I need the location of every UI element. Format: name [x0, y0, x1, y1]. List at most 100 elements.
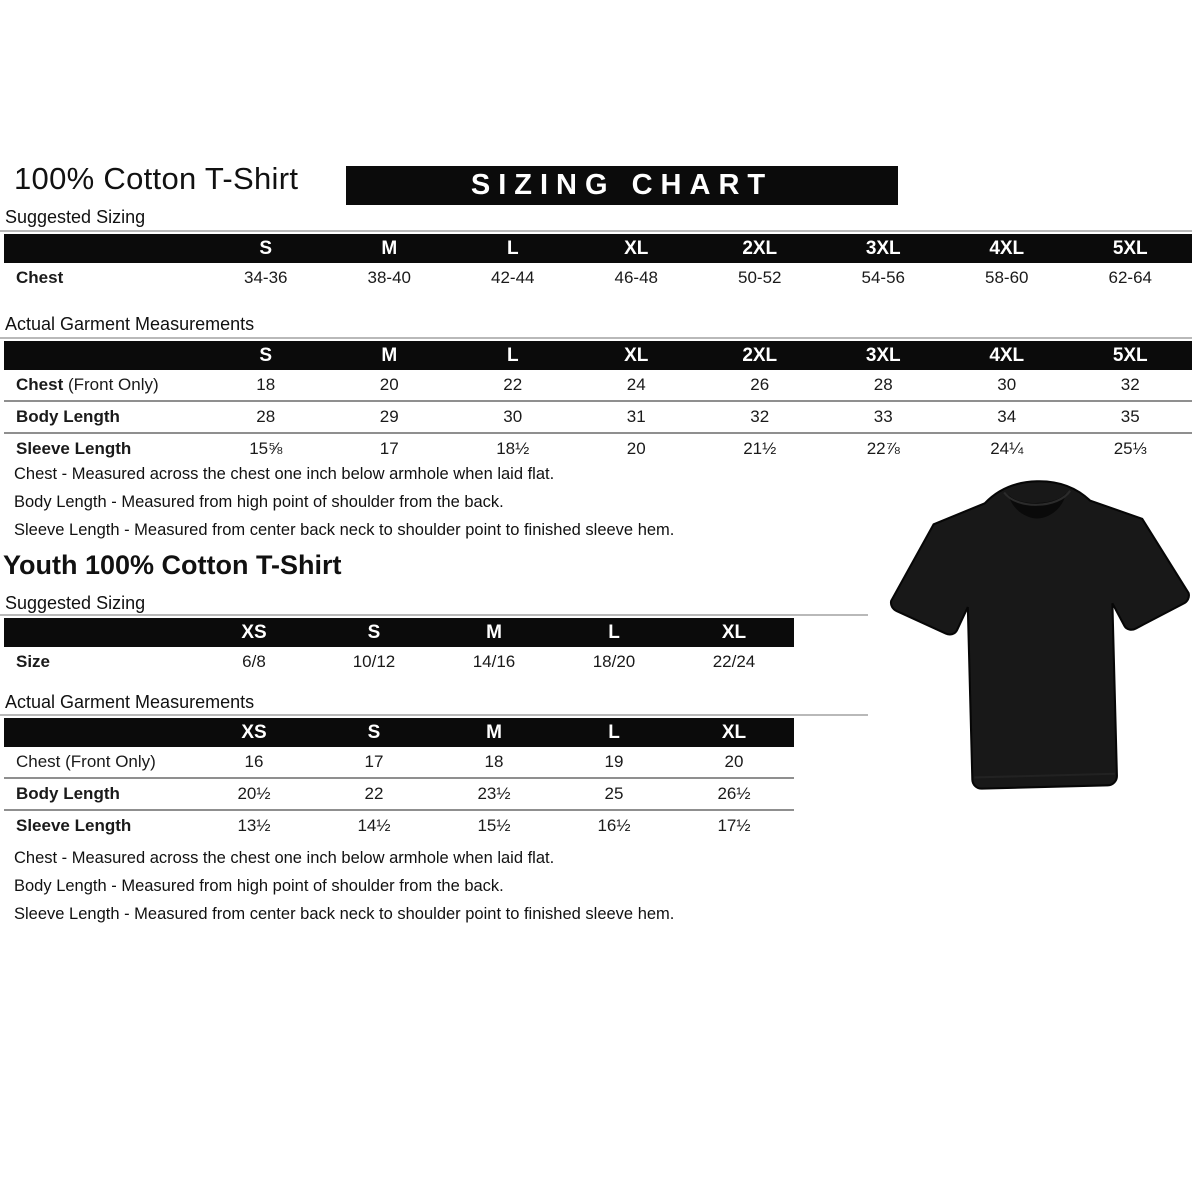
table-cell: 25 [554, 778, 674, 811]
youth-suggested-sizing-table: XS S M L XL Size 6/8 10/12 14/16 18/20 2… [4, 618, 794, 677]
table-cell: 24 [574, 370, 698, 402]
table-row-size: Size 6/8 10/12 14/16 18/20 22/24 [4, 647, 794, 677]
table-header-row: XS S M L XL [4, 718, 794, 747]
column-header-4xl: 4XL [945, 341, 1069, 370]
table-cell: 22 [314, 778, 434, 811]
adult-measurement-notes: Chest - Measured across the chest one in… [14, 460, 674, 544]
youth-measurement-notes: Chest - Measured across the chest one in… [14, 844, 674, 928]
table-cell: 30 [945, 370, 1069, 402]
table-cell: 13½ [237, 816, 271, 835]
table-cell: 35 [1068, 401, 1192, 434]
header-spacer [4, 341, 204, 370]
page-title: 100% Cotton T-Shirt [14, 161, 299, 196]
row-label: Body Length [4, 778, 194, 811]
table-header-row: S M L XL 2XL 3XL 4XL 5XL [4, 234, 1192, 263]
table-cell: 14½ [357, 816, 391, 835]
header-spacer [4, 618, 194, 647]
table-cell: 10/12 [352, 652, 396, 671]
table-cell: 26 [698, 370, 822, 402]
table-cell: 33 [821, 401, 945, 434]
column-header-xs: XS [194, 718, 314, 747]
adult-suggested-sizing-label: Suggested Sizing [5, 207, 146, 227]
column-header-4xl: 4XL [945, 234, 1069, 263]
table-cell: 18 [434, 747, 554, 779]
table-cell: 14/16 [472, 652, 516, 671]
tshirt-graphic [889, 480, 1190, 790]
table-row-chest: Chest (Front Only) 18 20 22 24 26 28 30 … [4, 370, 1192, 402]
header-spacer [4, 718, 194, 747]
row-label: Size [16, 652, 51, 671]
column-header-xl: XL [674, 718, 794, 747]
table-row-body-length: Body Length 28 29 30 31 32 33 34 35 [4, 401, 1192, 434]
table-cell: 58-60 [985, 268, 1029, 287]
column-header-l: L [451, 234, 575, 263]
note-chest: Chest - Measured across the chest one in… [14, 465, 555, 483]
row-label: Sleeve Length [16, 439, 132, 458]
column-header-s: S [204, 341, 328, 370]
table-row-chest: Chest 34-36 38-40 42-44 46-48 50-52 54-5… [4, 263, 1192, 293]
table-cell: 50-52 [738, 268, 782, 287]
header-spacer [4, 234, 204, 263]
table-cell: 17½ [717, 816, 751, 835]
table-cell: 20 [626, 439, 646, 458]
column-header-m: M [327, 234, 451, 263]
column-header-s: S [314, 618, 434, 647]
table-cell: 6/8 [242, 652, 266, 671]
row-label: Body Length [4, 401, 204, 434]
table-row-body-length: Body Length 20½ 22 23½ 25 26½ [4, 778, 794, 811]
divider-rule [0, 714, 868, 716]
note-chest: Chest - Measured across the chest one in… [14, 849, 555, 867]
table-cell: 20 [674, 747, 794, 779]
column-header-2xl: 2XL [698, 341, 822, 370]
note-sleeve-length: Sleeve Length - Measured from center bac… [14, 905, 675, 923]
column-header-l: L [554, 718, 674, 747]
table-cell: 15½ [477, 816, 511, 835]
column-header-3xl: 3XL [821, 234, 945, 263]
column-header-5xl: 5XL [1068, 341, 1192, 370]
divider-rule [0, 230, 1192, 232]
youth-section-title: Youth 100% Cotton T-Shirt [3, 550, 342, 580]
column-header-3xl: 3XL [821, 341, 945, 370]
table-cell: 15⅝ [249, 439, 283, 458]
adult-suggested-sizing-table: S M L XL 2XL 3XL 4XL 5XL Chest 34-36 38-… [4, 234, 1192, 293]
table-cell: 62-64 [1108, 268, 1152, 287]
table-cell: 34-36 [244, 268, 288, 287]
column-header-xl: XL [574, 341, 698, 370]
table-cell: 26½ [674, 778, 794, 811]
table-cell: 20½ [194, 778, 314, 811]
table-cell: 31 [574, 401, 698, 434]
table-cell: 29 [327, 401, 451, 434]
table-cell: 22⅞ [866, 439, 900, 458]
table-cell: 46-48 [614, 268, 658, 287]
table-cell: 19 [554, 747, 674, 779]
table-cell: 18½ [496, 439, 530, 458]
table-cell: 17 [379, 439, 399, 458]
column-header-5xl: 5XL [1068, 234, 1192, 263]
note-body-length: Body Length - Measured from high point o… [14, 493, 504, 511]
table-cell: 32 [1068, 370, 1192, 402]
adult-actual-measurements-table: S M L XL 2XL 3XL 4XL 5XL Chest (Front On… [4, 341, 1192, 464]
table-cell: 24¼ [990, 439, 1024, 458]
table-cell: 22/24 [712, 652, 756, 671]
row-label-main: Chest [16, 375, 64, 394]
column-header-xl: XL [674, 618, 794, 647]
row-label-suffix: (Front Only) [63, 375, 159, 394]
divider-rule [0, 337, 1192, 339]
column-header-m: M [434, 618, 554, 647]
column-header-l: L [451, 341, 575, 370]
table-cell: 34 [945, 401, 1069, 434]
table-cell: 16½ [597, 816, 631, 835]
table-cell: 28 [204, 401, 328, 434]
table-cell: 18/20 [592, 652, 636, 671]
note-body-length: Body Length - Measured from high point o… [14, 877, 504, 895]
adult-actual-measurements-label: Actual Garment Measurements [5, 314, 255, 334]
table-cell: 42-44 [491, 268, 535, 287]
row-label: Chest (Front Only) [4, 370, 204, 402]
table-header-row: S M L XL 2XL 3XL 4XL 5XL [4, 341, 1192, 370]
sizing-chart-banner-text: SIZING CHART [470, 169, 774, 201]
column-header-xl: XL [574, 234, 698, 263]
column-header-s: S [204, 234, 328, 263]
table-cell: 17 [314, 747, 434, 779]
table-row-sleeve-length: Sleeve Length 13½ 14½ 15½ 16½ 17½ [4, 810, 794, 841]
table-cell: 32 [698, 401, 822, 434]
